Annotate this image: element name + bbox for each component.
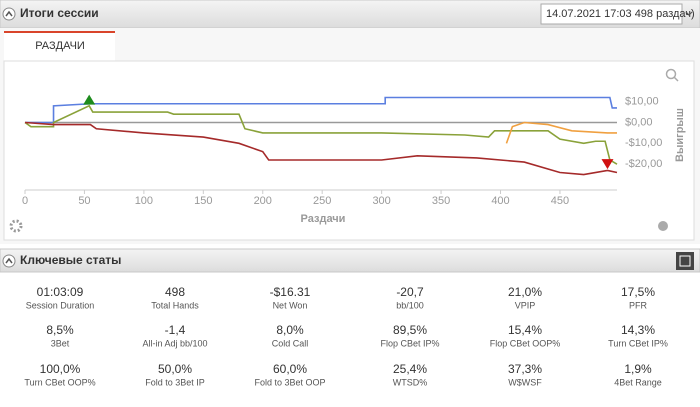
stat-value: 60,0% bbox=[273, 362, 307, 376]
collapse-icon bbox=[5, 10, 13, 17]
x-tick-label: 400 bbox=[491, 195, 509, 207]
stat-value: 17,5% bbox=[621, 285, 655, 299]
stat-value: -20,7 bbox=[396, 285, 424, 299]
stat-value: 8,0% bbox=[276, 323, 304, 337]
session-text: 14.07.2021 17:03 498 раздач) bbox=[546, 8, 695, 20]
stat-value: 15,4% bbox=[508, 323, 542, 337]
y-tick-label: $10,00 bbox=[625, 96, 659, 108]
series-line bbox=[24, 121, 618, 176]
stat-label: WTSD% bbox=[393, 377, 428, 387]
chart-panel bbox=[3, 60, 695, 241]
stat-value: 100,0% bbox=[40, 362, 81, 376]
collapse-button[interactable] bbox=[2, 7, 16, 21]
stat-label: Fold to 3Bet OOP bbox=[254, 377, 325, 387]
stat-label: W$WSF bbox=[508, 377, 542, 387]
stat-label: Turn CBet OOP% bbox=[24, 377, 95, 387]
x-tick-label: 250 bbox=[313, 195, 331, 207]
stat-label: Fold to 3Bet IP bbox=[145, 377, 205, 387]
marker bbox=[601, 159, 614, 170]
zoom-icon[interactable] bbox=[665, 68, 677, 80]
x-tick-label: 450 bbox=[551, 195, 569, 207]
info-icon[interactable] bbox=[658, 221, 668, 231]
stat-label: Flop CBet IP% bbox=[380, 338, 439, 348]
stats-title: Ключевые статы bbox=[20, 253, 121, 267]
stat-label: 4Bet Range bbox=[614, 377, 662, 387]
x-tick-label: 0 bbox=[22, 195, 28, 207]
stat-value: -$16.31 bbox=[270, 285, 311, 299]
stat-label: Cold Call bbox=[272, 338, 309, 348]
stat-value: 1,9% bbox=[624, 362, 652, 376]
stat-value: 8,5% bbox=[46, 323, 74, 337]
plot: 0 50 100 150 200 250 300 350 400 450 $10,00 $0,00 -$… bbox=[22, 94, 662, 207]
y-tick-label: -$10,00 bbox=[625, 137, 662, 149]
x-tick-label: 350 bbox=[432, 195, 450, 207]
y-axis-label: Выигрыш bbox=[674, 108, 686, 162]
stat-value: 01:03:09 bbox=[37, 285, 84, 299]
stat-label: Session Duration bbox=[26, 300, 95, 310]
header-title: Итоги сессии bbox=[20, 6, 99, 20]
x-axis-label: Раздачи bbox=[301, 213, 346, 225]
stat-label: PFR bbox=[629, 300, 648, 310]
series-line bbox=[25, 96, 617, 124]
settings-icon[interactable] bbox=[9, 219, 23, 233]
series-line bbox=[505, 121, 617, 144]
stat-value: 14,3% bbox=[621, 323, 655, 337]
x-tick-label: 50 bbox=[78, 195, 90, 207]
series-line bbox=[24, 104, 618, 165]
dropdown-arrow[interactable] bbox=[685, 11, 693, 16]
stat-value: -1,4 bbox=[165, 323, 186, 337]
session-dropdown[interactable] bbox=[540, 3, 683, 25]
layout-icon bbox=[679, 255, 691, 267]
stat-label: bb/100 bbox=[396, 300, 424, 310]
x-tick-label: 200 bbox=[254, 195, 272, 207]
y-tick-label: -$20,00 bbox=[625, 158, 662, 170]
stat-label: Turn CBet IP% bbox=[608, 338, 668, 348]
stat-value: 89,5% bbox=[393, 323, 427, 337]
zoom-icon-handle bbox=[673, 76, 679, 82]
y-tick-label: $0,00 bbox=[625, 116, 653, 128]
stats-collapse-button[interactable] bbox=[2, 254, 16, 268]
tab-label: РАЗДАЧИ bbox=[35, 40, 85, 52]
layout-button[interactable] bbox=[676, 252, 694, 270]
stat-label: Net Won bbox=[273, 300, 308, 310]
collapse-icon bbox=[5, 257, 13, 264]
stat-label: Flop CBet OOP% bbox=[490, 338, 561, 348]
x-tick-label: 150 bbox=[194, 195, 212, 207]
stat-value: 25,4% bbox=[393, 362, 427, 376]
stat-value: 21,0% bbox=[508, 285, 542, 299]
tab[interactable] bbox=[4, 31, 115, 61]
stat-value: 498 bbox=[165, 285, 185, 299]
stat-label: All-in Adj bb/100 bbox=[142, 338, 207, 348]
stats-header bbox=[0, 248, 700, 273]
stat-label: VPIP bbox=[515, 300, 536, 310]
x-tick-label: 300 bbox=[372, 195, 390, 207]
marker bbox=[83, 94, 96, 105]
stat-label: Total Hands bbox=[151, 300, 199, 310]
x-tick-label: 100 bbox=[135, 195, 153, 207]
stat-value: 37,3% bbox=[508, 362, 542, 376]
stat-label: 3Bet bbox=[51, 338, 70, 348]
stat-value: 50,0% bbox=[158, 362, 192, 376]
